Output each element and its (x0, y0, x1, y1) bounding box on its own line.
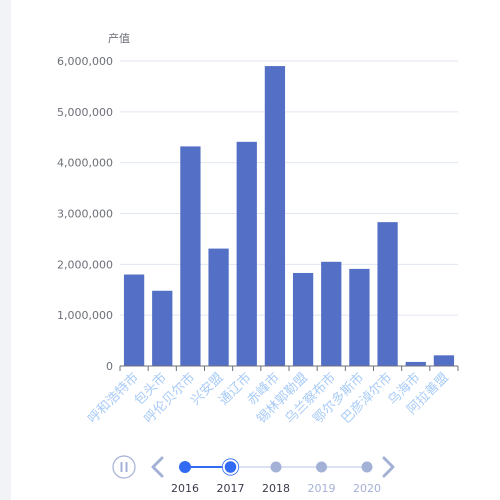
category-labels: 呼和浩特市包头市呼伦贝尔市兴安盟通辽市赤峰市锡林郭勒盟乌兰察布市鄂尔多斯市巴彦淖… (85, 370, 452, 427)
left-edge-strip (0, 0, 11, 500)
bar-2[interactable] (152, 290, 173, 366)
timeline-year-label[interactable]: 2019 (308, 482, 336, 495)
y-tick-label: 3,000,000 (57, 208, 113, 221)
y-tick-label: 2,000,000 (57, 258, 113, 271)
bar-1[interactable] (123, 274, 145, 367)
y-axis-label: 产值 (108, 31, 130, 45)
y-tick-label: 4,000,000 (57, 157, 113, 170)
timeline: 2016 2017 2018 2019 2020 (112, 455, 395, 495)
bar-7[interactable] (292, 272, 314, 366)
gridlines (120, 60, 458, 316)
timeline-point[interactable] (361, 461, 373, 473)
chevron-right-icon[interactable] (382, 456, 395, 478)
y-tick-label: 6,000,000 (57, 55, 113, 68)
bar-8[interactable] (321, 261, 342, 366)
timeline-point[interactable] (316, 461, 327, 473)
timeline-point[interactable] (179, 461, 191, 473)
timeline-year-label[interactable]: 2016 (171, 482, 199, 495)
y-tick-labels: 0 1,000,000 2,000,000 3,000,000 4,000,000 5,0… (57, 55, 113, 373)
bar-11[interactable] (405, 361, 426, 366)
timeline-year-label[interactable]: 2017 (217, 482, 245, 495)
y-tick-label: 0 (106, 360, 113, 373)
pause-button[interactable] (112, 455, 136, 479)
timeline-current-ring (221, 458, 240, 476)
bars (123, 66, 455, 367)
timeline-year-label[interactable]: 2018 (262, 482, 290, 495)
chevron-left-icon[interactable] (151, 456, 164, 478)
y-tick-label: 1,000,000 (57, 309, 113, 322)
y-tick-label: 5,000,000 (57, 106, 113, 119)
bar-6[interactable] (264, 66, 286, 366)
bar-9[interactable] (349, 268, 370, 366)
timeline-year-label[interactable]: 2020 (353, 482, 381, 495)
bar-10[interactable] (377, 222, 398, 366)
pause-bar-left (120, 462, 123, 472)
x-tick-marks (119, 366, 459, 371)
pause-bar-right (125, 462, 128, 472)
bar-4[interactable] (208, 248, 229, 366)
pause-icon (112, 455, 136, 479)
timeline-current-point[interactable] (222, 458, 239, 476)
bar-5[interactable] (236, 141, 257, 366)
bar-3[interactable] (180, 146, 201, 366)
bar-12[interactable] (433, 355, 455, 366)
timeline-point[interactable] (270, 461, 282, 473)
